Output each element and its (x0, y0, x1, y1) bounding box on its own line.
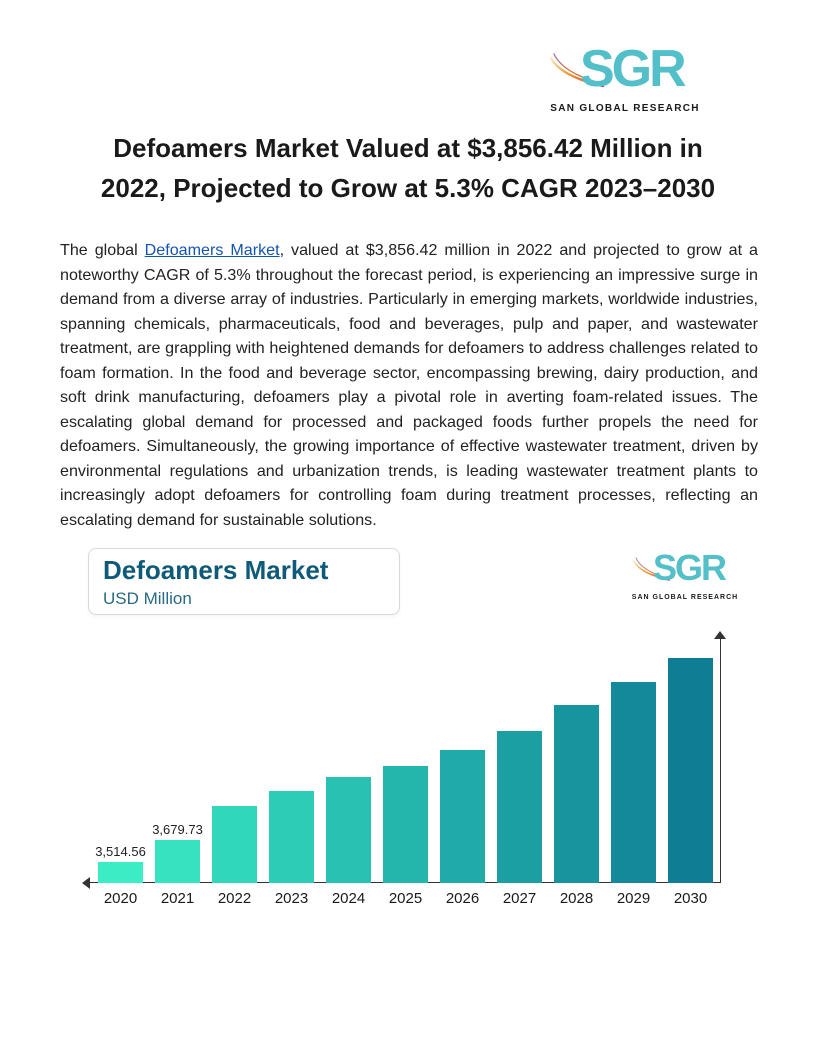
svg-text:SGR: SGR (580, 40, 686, 98)
svg-text:SGR: SGR (653, 548, 727, 588)
